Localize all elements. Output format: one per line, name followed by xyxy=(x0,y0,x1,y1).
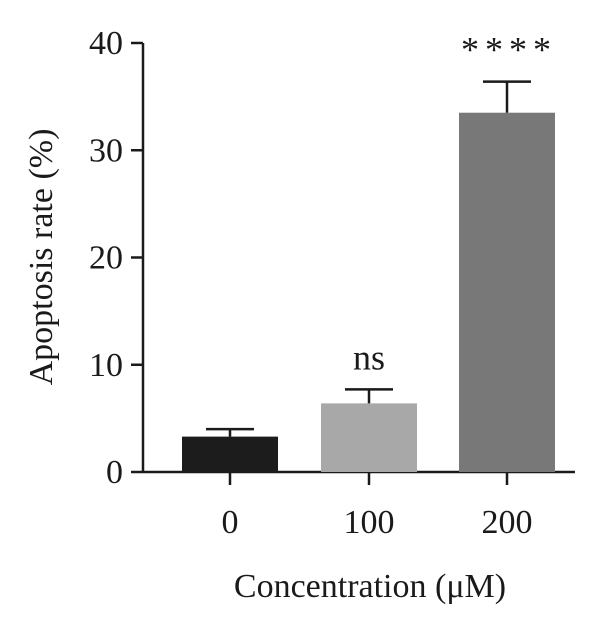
bars xyxy=(182,112,555,473)
y-axis-title: Apoptosis rate (%) xyxy=(23,129,60,386)
y-tick-label: 30 xyxy=(89,132,123,169)
y-tick-label: 0 xyxy=(106,454,123,491)
y-tick-label: 10 xyxy=(89,347,123,384)
error-bars xyxy=(206,80,531,437)
x-tick-label: 0 xyxy=(222,504,239,541)
y-tick-label: 20 xyxy=(89,240,123,277)
x-tick-label: 100 xyxy=(344,504,395,541)
x-axis-title: Concentration (μM) xyxy=(234,568,506,605)
significance-label: **** xyxy=(461,30,557,70)
bar xyxy=(321,403,417,472)
y-tick-label: 40 xyxy=(89,25,123,62)
bar xyxy=(459,112,555,473)
significance-label: ns xyxy=(353,337,385,377)
x-tick-label: 200 xyxy=(482,504,533,541)
x-axis: 0 100 200 xyxy=(143,470,575,541)
significance-labels: ns **** xyxy=(353,30,557,378)
bar xyxy=(182,436,278,472)
y-axis: 0 10 20 30 40 xyxy=(89,25,145,491)
